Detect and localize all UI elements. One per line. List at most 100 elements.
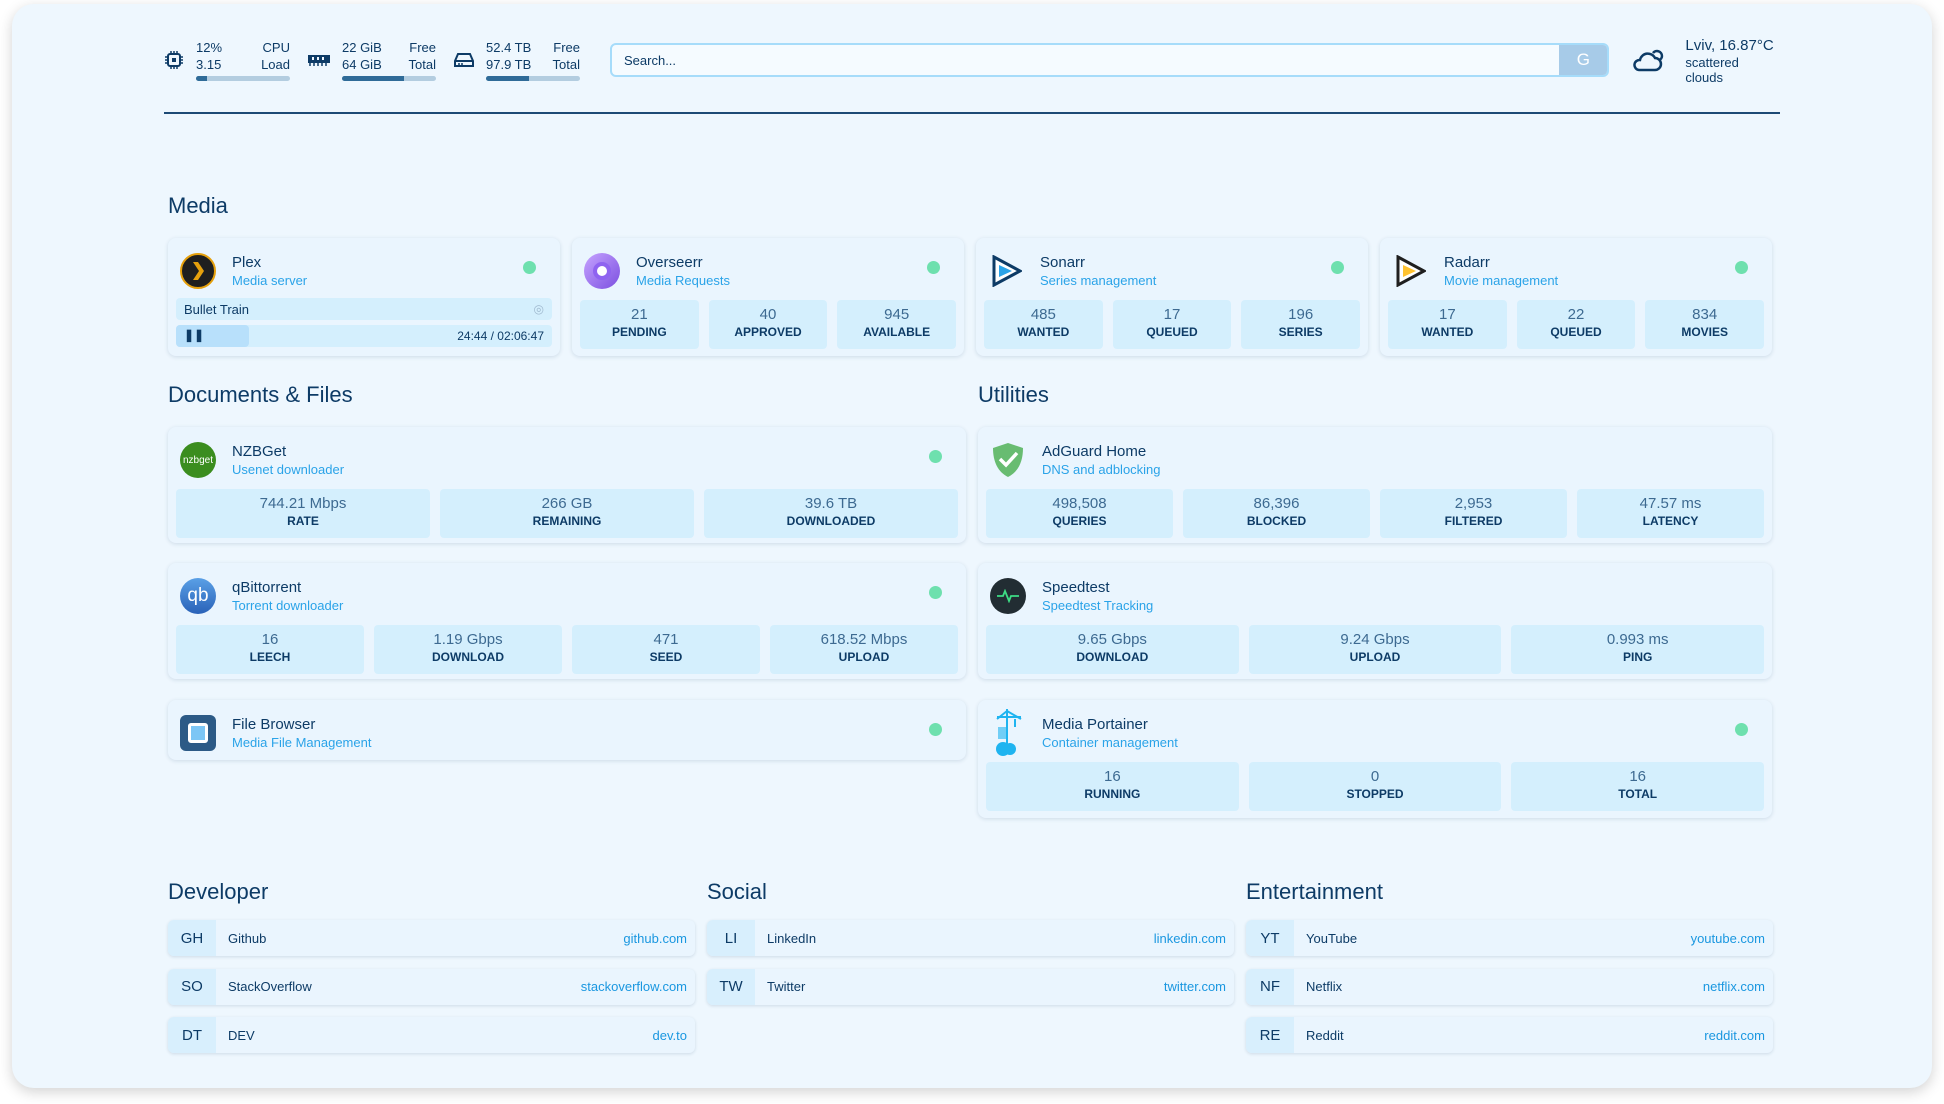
weather-widget[interactable]: Lviv, 16.87°C scattered clouds: [1631, 36, 1780, 85]
bookmark-github[interactable]: GH Github github.com: [168, 920, 695, 956]
disk-total: 97.9 TB: [486, 57, 532, 72]
stat-wanted: 485 WANTED: [984, 300, 1103, 349]
stat-running: 16 RUNNING: [986, 762, 1239, 811]
pause-icon[interactable]: ❚❚: [184, 328, 205, 342]
service-name: NZBGet: [232, 443, 287, 460]
status-indicator: [929, 723, 942, 736]
cpu-bar: [196, 76, 290, 81]
stats-row: 744.21 Mbps RATE 266 GB REMAINING 39.6 TB DOW…: [168, 481, 966, 546]
service-card-file-browser[interactable]: File Browser Media File Management: [168, 700, 966, 760]
radarr-logo-icon: [1392, 253, 1428, 289]
stat-value: 266 GB: [541, 495, 593, 512]
stat-label: REMAINING: [532, 514, 602, 528]
bookmark-netflix[interactable]: NF Netflix netflix.com: [1246, 968, 1773, 1005]
stats-row: 9.65 Gbps DOWNLOAD 9.24 Gbps UPLOAD 0.993 ms…: [978, 617, 1772, 682]
stat-value: 471: [653, 631, 679, 648]
bookmark-url[interactable]: dev.to: [652, 1027, 687, 1043]
bookmark-youtube[interactable]: YT YouTube youtube.com: [1246, 920, 1773, 956]
stat-label: UPLOAD: [838, 650, 890, 664]
stat-seed: 471 SEED: [572, 625, 760, 674]
service-description: Media File Management: [232, 735, 372, 750]
stat-value: 22: [1567, 306, 1585, 323]
stat-value: 9.65 Gbps: [1077, 631, 1147, 648]
status-indicator: [1331, 261, 1344, 274]
status-indicator: [1735, 261, 1748, 274]
memory-icon: [308, 55, 330, 66]
mem-total-label: Total: [408, 57, 436, 72]
bookmark-url[interactable]: youtube.com: [1690, 930, 1765, 946]
service-card-radarr[interactable]: Radarr Movie management 17 WANTED 22 QUEUED 8…: [1380, 238, 1772, 356]
stat-remaining: 266 GB REMAINING: [440, 489, 694, 538]
stat-upload: 618.52 Mbps UPLOAD: [770, 625, 958, 674]
bookmark-reddit[interactable]: RE Reddit reddit.com: [1246, 1017, 1773, 1053]
stat-value: 16: [1103, 768, 1121, 785]
bookmark-dev[interactable]: DT DEV dev.to: [168, 1017, 695, 1053]
service-card-portainer[interactable]: Media Portainer Container management 16 RU…: [978, 700, 1772, 818]
stats-row: 21 PENDING 40 APPROVED 945 AVAILABLE: [572, 292, 964, 357]
bookmark-name: Github: [228, 930, 267, 946]
search-input[interactable]: [612, 52, 1560, 68]
stat-value: 17: [1163, 306, 1181, 323]
overseerr-logo-icon: [584, 253, 620, 289]
bookmark-name: StackOverflow: [228, 979, 312, 994]
search-button[interactable]: G: [1559, 45, 1608, 75]
bookmark-abbr: TW: [707, 968, 755, 1005]
bookmark-stackoverflow[interactable]: SO StackOverflow stackoverflow.com: [168, 968, 695, 1005]
now-playing-title: Bullet Train: [184, 301, 250, 317]
bookmark-url[interactable]: linkedin.com: [1153, 930, 1226, 946]
stat-total: 16 TOTAL: [1511, 762, 1765, 811]
bookmark-name: Reddit: [1306, 1027, 1344, 1043]
stat-value: 744.21 Mbps: [259, 495, 347, 512]
stat-rate: 744.21 Mbps RATE: [176, 489, 430, 538]
disk-free: 52.4 TB: [486, 40, 532, 55]
bookmark-url[interactable]: github.com: [623, 930, 687, 946]
stat-value: 47.57 ms: [1639, 495, 1702, 512]
bookmark-url[interactable]: reddit.com: [1704, 1027, 1765, 1043]
playback-progress[interactable]: ❚❚ 24:44 / 02:06:47: [176, 325, 552, 347]
plex-logo-icon: [180, 253, 216, 289]
bookmark-url[interactable]: twitter.com: [1163, 979, 1226, 994]
portainer-logo-icon: [990, 709, 1026, 756]
stat-label: QUEUED: [1550, 325, 1602, 339]
service-card-adguard[interactable]: AdGuard Home DNS and adblocking 498,508 QU…: [978, 427, 1772, 543]
stat-label: QUERIES: [1052, 514, 1107, 528]
bookmark-linkedin[interactable]: LI LinkedIn linkedin.com: [707, 920, 1234, 956]
bookmark-abbr: SO: [168, 968, 216, 1005]
bookmark-name: LinkedIn: [767, 930, 817, 946]
bookmark-abbr: RE: [1246, 1017, 1294, 1053]
service-card-sonarr[interactable]: Sonarr Series management 485 WANTED 17 QUEUE…: [976, 238, 1368, 356]
stat-value: 2,953: [1454, 495, 1493, 512]
stat-label: DOWNLOAD: [432, 650, 504, 664]
stat-blocked: 86,396 BLOCKED: [1183, 489, 1370, 538]
section-title-media: Media: [168, 193, 228, 218]
stat-value: 86,396: [1253, 495, 1300, 512]
section-title-developer: Developer: [168, 879, 269, 904]
weather-location: Lviv, 16.87°C: [1685, 36, 1774, 54]
service-name: Overseerr: [636, 254, 703, 271]
service-card-qbittorrent[interactable]: qb qBittorrent Torrent downloader 16 LEECH…: [168, 563, 966, 679]
bookmark-twitter[interactable]: TW Twitter twitter.com: [707, 968, 1234, 1005]
stat-value: 17: [1438, 306, 1456, 323]
mem-total: 64 GiB: [342, 57, 382, 72]
service-name: Radarr: [1444, 254, 1490, 271]
stat-filtered: 2,953 FILTERED: [1380, 489, 1567, 538]
service-card-overseerr[interactable]: Overseerr Media Requests 21 PENDING 40 APPRO…: [572, 238, 964, 356]
disk-icon: [454, 53, 474, 67]
stat-label: QUEUED: [1146, 325, 1198, 339]
stat-download: 9.65 Gbps DOWNLOAD: [986, 625, 1239, 674]
stat-value: 618.52 Mbps: [820, 631, 908, 648]
memory-widget: 22 GiB Free 64 GiB Total: [308, 39, 436, 81]
stat-value: 0.993 ms: [1606, 631, 1669, 648]
stat-label: STOPPED: [1346, 787, 1404, 801]
bookmark-name: YouTube: [1306, 930, 1358, 946]
bookmark-url[interactable]: netflix.com: [1702, 979, 1765, 994]
stat-label: LATENCY: [1642, 514, 1699, 528]
playback-time: 24:44 / 02:06:47: [457, 329, 544, 343]
service-card-plex[interactable]: Plex Media server Bullet Train ◎ ❚❚ 24:44 /…: [168, 238, 560, 356]
stat-label: SERIES: [1278, 325, 1323, 339]
service-card-nzbget[interactable]: nzbget NZBGet Usenet downloader 744.21 Mb…: [168, 427, 966, 543]
service-card-speedtest[interactable]: Speedtest Speedtest Tracking 9.65 Gbps DOW…: [978, 563, 1772, 679]
stat-value: 9.24 Gbps: [1340, 631, 1410, 648]
bookmark-url[interactable]: stackoverflow.com: [580, 979, 687, 994]
cpu-label: CPU: [262, 40, 290, 55]
